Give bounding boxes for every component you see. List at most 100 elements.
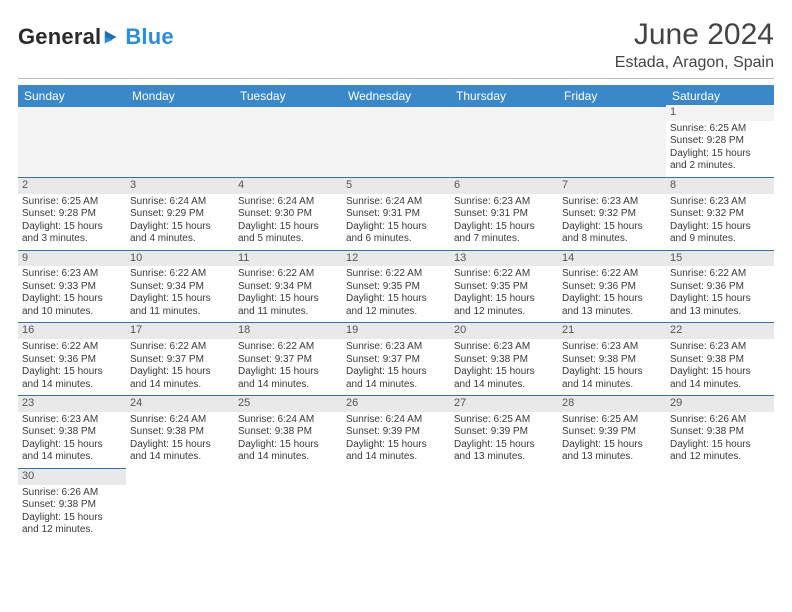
weekday-header: Sunday	[18, 85, 126, 107]
cell-line-d1: Daylight: 15 hours	[22, 439, 122, 452]
cell-line-d1: Daylight: 15 hours	[454, 366, 554, 379]
cell-line-ss: Sunset: 9:33 PM	[22, 281, 122, 294]
calendar-cell: 7Sunrise: 6:23 AMSunset: 9:32 PMDaylight…	[558, 177, 666, 250]
cell-line-ss: Sunset: 9:31 PM	[454, 208, 554, 221]
calendar-cell: 2Sunrise: 6:25 AMSunset: 9:28 PMDaylight…	[18, 177, 126, 250]
logo: General Blue	[18, 18, 174, 50]
day-number: 17	[126, 323, 234, 339]
cell-line-d2: and 12 minutes.	[670, 451, 770, 464]
calendar-cell	[342, 107, 450, 177]
cell-line-sr: Sunrise: 6:25 AM	[670, 123, 770, 136]
cell-line-d1: Daylight: 15 hours	[454, 221, 554, 234]
calendar-cell: 18Sunrise: 6:22 AMSunset: 9:37 PMDayligh…	[234, 323, 342, 396]
cell-line-sr: Sunrise: 6:22 AM	[670, 268, 770, 281]
cell-line-d2: and 10 minutes.	[22, 306, 122, 319]
cell-line-d2: and 11 minutes.	[238, 306, 338, 319]
day-number: 7	[558, 178, 666, 194]
weekday-header: Monday	[126, 85, 234, 107]
cell-line-sr: Sunrise: 6:22 AM	[22, 341, 122, 354]
calendar-cell	[558, 468, 666, 540]
calendar-cell	[450, 468, 558, 540]
cell-line-ss: Sunset: 9:28 PM	[22, 208, 122, 221]
calendar-cell	[234, 107, 342, 177]
logo-text-b: Blue	[125, 24, 173, 50]
cell-line-ss: Sunset: 9:31 PM	[346, 208, 446, 221]
cell-line-ss: Sunset: 9:38 PM	[130, 426, 230, 439]
cell-line-d2: and 14 minutes.	[346, 451, 446, 464]
cell-line-sr: Sunrise: 6:22 AM	[130, 268, 230, 281]
calendar-cell: 21Sunrise: 6:23 AMSunset: 9:38 PMDayligh…	[558, 323, 666, 396]
calendar-cell	[450, 107, 558, 177]
day-number: 5	[342, 178, 450, 194]
cell-line-d2: and 14 minutes.	[22, 451, 122, 464]
calendar-cell: 4Sunrise: 6:24 AMSunset: 9:30 PMDaylight…	[234, 177, 342, 250]
cell-line-d2: and 13 minutes.	[562, 306, 662, 319]
calendar-cell: 14Sunrise: 6:22 AMSunset: 9:36 PMDayligh…	[558, 250, 666, 323]
divider	[18, 78, 774, 79]
cell-line-d2: and 14 minutes.	[454, 379, 554, 392]
flag-icon	[103, 28, 121, 46]
calendar-cell: 13Sunrise: 6:22 AMSunset: 9:35 PMDayligh…	[450, 250, 558, 323]
day-number: 13	[450, 251, 558, 267]
weekday-header: Wednesday	[342, 85, 450, 107]
cell-line-sr: Sunrise: 6:25 AM	[562, 414, 662, 427]
day-number: 1	[666, 105, 774, 121]
cell-line-sr: Sunrise: 6:24 AM	[130, 414, 230, 427]
cell-line-ss: Sunset: 9:30 PM	[238, 208, 338, 221]
page-title: June 2024	[615, 18, 774, 52]
cell-line-d2: and 14 minutes.	[238, 451, 338, 464]
day-number: 21	[558, 323, 666, 339]
calendar-cell: 20Sunrise: 6:23 AMSunset: 9:38 PMDayligh…	[450, 323, 558, 396]
cell-line-d1: Daylight: 15 hours	[22, 512, 122, 525]
day-number: 14	[558, 251, 666, 267]
calendar-row: 9Sunrise: 6:23 AMSunset: 9:33 PMDaylight…	[18, 250, 774, 323]
calendar-cell	[18, 107, 126, 177]
calendar-cell	[126, 468, 234, 540]
cell-line-d1: Daylight: 15 hours	[670, 439, 770, 452]
cell-line-d1: Daylight: 15 hours	[454, 439, 554, 452]
logo-text-a: General	[18, 24, 101, 50]
cell-line-d1: Daylight: 15 hours	[238, 221, 338, 234]
cell-line-d1: Daylight: 15 hours	[670, 366, 770, 379]
weekday-header: Tuesday	[234, 85, 342, 107]
calendar-cell: 5Sunrise: 6:24 AMSunset: 9:31 PMDaylight…	[342, 177, 450, 250]
weekday-header: Saturday	[666, 85, 774, 107]
weekday-header-row: Sunday Monday Tuesday Wednesday Thursday…	[18, 85, 774, 107]
cell-line-d1: Daylight: 15 hours	[562, 293, 662, 306]
calendar-row: 2Sunrise: 6:25 AMSunset: 9:28 PMDaylight…	[18, 177, 774, 250]
cell-line-sr: Sunrise: 6:24 AM	[130, 196, 230, 209]
day-number: 25	[234, 396, 342, 412]
cell-line-d2: and 13 minutes.	[562, 451, 662, 464]
day-number: 27	[450, 396, 558, 412]
calendar-row: 30Sunrise: 6:26 AMSunset: 9:38 PMDayligh…	[18, 468, 774, 540]
day-number: 23	[18, 396, 126, 412]
cell-line-sr: Sunrise: 6:22 AM	[130, 341, 230, 354]
calendar-cell	[126, 107, 234, 177]
cell-line-d2: and 2 minutes.	[670, 160, 770, 173]
cell-line-d1: Daylight: 15 hours	[22, 221, 122, 234]
day-number: 8	[666, 178, 774, 194]
day-number: 19	[342, 323, 450, 339]
cell-line-d1: Daylight: 15 hours	[130, 366, 230, 379]
page-subtitle: Estada, Aragon, Spain	[615, 54, 774, 72]
calendar-cell: 27Sunrise: 6:25 AMSunset: 9:39 PMDayligh…	[450, 396, 558, 469]
cell-line-d2: and 11 minutes.	[130, 306, 230, 319]
cell-line-ss: Sunset: 9:38 PM	[22, 426, 122, 439]
cell-line-d2: and 13 minutes.	[670, 306, 770, 319]
day-number: 2	[18, 178, 126, 194]
cell-line-ss: Sunset: 9:29 PM	[130, 208, 230, 221]
cell-line-sr: Sunrise: 6:23 AM	[670, 341, 770, 354]
cell-line-sr: Sunrise: 6:22 AM	[238, 341, 338, 354]
cell-line-d1: Daylight: 15 hours	[22, 366, 122, 379]
cell-line-ss: Sunset: 9:38 PM	[454, 354, 554, 367]
cell-line-d2: and 12 minutes.	[346, 306, 446, 319]
calendar-cell: 1Sunrise: 6:25 AMSunset: 9:28 PMDaylight…	[666, 107, 774, 177]
cell-line-d1: Daylight: 15 hours	[130, 293, 230, 306]
cell-line-d1: Daylight: 15 hours	[130, 221, 230, 234]
cell-line-d2: and 8 minutes.	[562, 233, 662, 246]
day-number: 11	[234, 251, 342, 267]
cell-line-d2: and 14 minutes.	[130, 379, 230, 392]
calendar-cell	[342, 468, 450, 540]
cell-line-ss: Sunset: 9:36 PM	[670, 281, 770, 294]
cell-line-d2: and 12 minutes.	[454, 306, 554, 319]
